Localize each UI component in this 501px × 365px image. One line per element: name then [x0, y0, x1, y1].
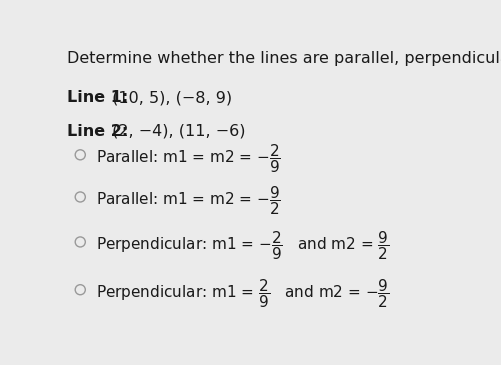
- Text: Perpendicular: m1 = $-\dfrac{2}{9}$   and m2 = $\dfrac{9}{2}$: Perpendicular: m1 = $-\dfrac{2}{9}$ and …: [96, 229, 389, 262]
- Text: Perpendicular: m1 = $\dfrac{2}{9}$   and m2 = $-\dfrac{9}{2}$: Perpendicular: m1 = $\dfrac{2}{9}$ and m…: [96, 277, 389, 310]
- Text: Parallel: m1 = m2 = $-\dfrac{2}{9}$: Parallel: m1 = m2 = $-\dfrac{2}{9}$: [96, 142, 280, 175]
- Text: Line 1:: Line 1:: [67, 90, 128, 105]
- Text: Determine whether the lines are parallel, perpendicular or neither.: Determine whether the lines are parallel…: [67, 51, 501, 66]
- Text: Parallel: m1 = m2 = $-\dfrac{9}{2}$: Parallel: m1 = m2 = $-\dfrac{9}{2}$: [96, 184, 280, 217]
- Text: Line 2:: Line 2:: [67, 124, 128, 139]
- Text: (10, 5), (−8, 9): (10, 5), (−8, 9): [107, 90, 232, 105]
- Text: (2, −4), (11, −6): (2, −4), (11, −6): [107, 124, 245, 139]
